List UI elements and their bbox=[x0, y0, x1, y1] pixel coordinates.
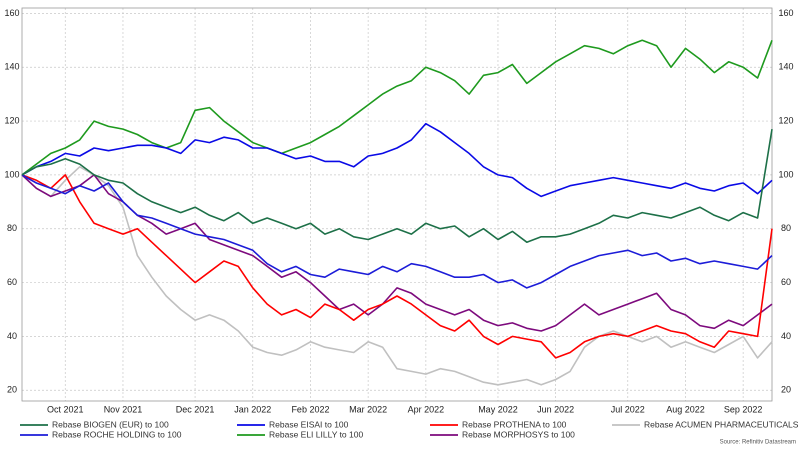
legend-label: Rebase MORPHOSYS to 100 bbox=[462, 429, 575, 439]
y-tick-label: 120 bbox=[4, 115, 19, 125]
legend-label: Rebase PROTHENA to 100 bbox=[462, 419, 567, 429]
x-tick-label: Jan 2022 bbox=[234, 404, 271, 414]
x-tick-label: Jul 2022 bbox=[611, 404, 645, 414]
x-tick-label: May 2022 bbox=[478, 404, 518, 414]
x-tick-label: Aug 2022 bbox=[666, 404, 705, 414]
y2-tick-label: 100 bbox=[778, 169, 793, 179]
y2-tick-label: 40 bbox=[781, 331, 791, 341]
y2-tick-label: 120 bbox=[778, 115, 793, 125]
x-tick-label: Feb 2022 bbox=[291, 404, 329, 414]
x-tick-label: Nov 2021 bbox=[104, 404, 143, 414]
series-line bbox=[21, 174, 773, 289]
legend-label: Rebase ROCHE HOLDING to 100 bbox=[52, 429, 182, 439]
series-line bbox=[21, 128, 773, 243]
y2-tick-label: 60 bbox=[781, 277, 791, 287]
x-tick-label: Sep 2022 bbox=[724, 404, 763, 414]
source-note: Source: Refinitiv Datastream bbox=[720, 440, 796, 446]
x-tick-label: Apr 2022 bbox=[408, 404, 445, 414]
y2-tick-label: 20 bbox=[781, 385, 791, 395]
series-line bbox=[21, 174, 773, 332]
series-line bbox=[21, 166, 773, 386]
x-tick-label: Dec 2021 bbox=[176, 404, 215, 414]
legend-label: Rebase ELI LILLY to 100 bbox=[269, 429, 363, 439]
series-line bbox=[21, 174, 773, 359]
series-line bbox=[21, 122, 773, 198]
y-tick-label: 160 bbox=[4, 8, 19, 18]
legend-label: Rebase EISAI to 100 bbox=[269, 419, 349, 429]
y2-tick-label: 160 bbox=[778, 8, 793, 18]
x-tick-label: Jun 2022 bbox=[537, 404, 574, 414]
x-tick-label: Oct 2021 bbox=[47, 404, 84, 414]
legend-label: Rebase ACUMEN PHARMACEUTICALS to… bbox=[644, 419, 800, 429]
y2-tick-label: 140 bbox=[778, 62, 793, 72]
y-tick-label: 20 bbox=[7, 385, 17, 395]
y-tick-label: 80 bbox=[7, 223, 17, 233]
y-tick-label: 60 bbox=[7, 277, 17, 287]
legend-label: Rebase BIOGEN (EUR) to 100 bbox=[52, 419, 169, 429]
y-tick-label: 140 bbox=[4, 62, 19, 72]
y2-tick-label: 80 bbox=[781, 223, 791, 233]
plot-frame bbox=[21, 7, 773, 402]
x-tick-label: Mar 2022 bbox=[349, 404, 387, 414]
y-tick-label: 40 bbox=[7, 331, 17, 341]
series-line bbox=[21, 39, 773, 176]
y-tick-label: 100 bbox=[4, 169, 19, 179]
